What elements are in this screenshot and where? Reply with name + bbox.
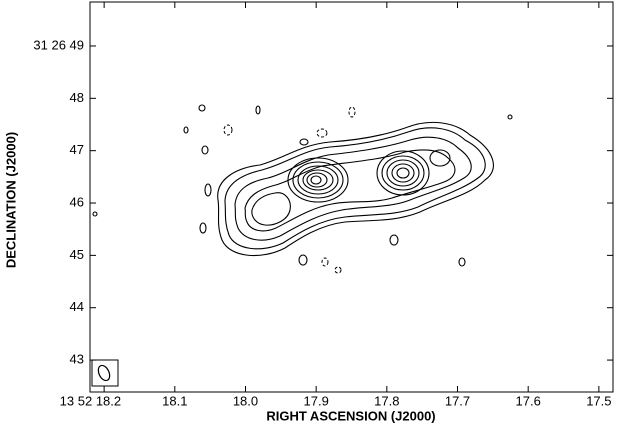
x-axis-title: RIGHT ASCENSION (J2000) bbox=[266, 408, 435, 423]
contour bbox=[198, 104, 206, 112]
contour bbox=[204, 183, 212, 197]
contour bbox=[217, 121, 494, 257]
negative-contour bbox=[321, 257, 329, 267]
y-tick-label: 46 bbox=[70, 194, 84, 209]
x-tick-label: 17.5 bbox=[586, 393, 611, 408]
contour bbox=[199, 222, 207, 234]
contour bbox=[244, 149, 456, 232]
plot-frame bbox=[89, 1, 614, 393]
negative-contour bbox=[348, 106, 356, 118]
contour bbox=[458, 257, 466, 267]
contour bbox=[255, 105, 261, 115]
x-tick-label: 17.7 bbox=[445, 393, 470, 408]
x-tick-label: 13 52 18.2 bbox=[60, 393, 121, 408]
y-tick-label: 43 bbox=[70, 352, 84, 367]
y-tick-label: 31 26 49 bbox=[33, 37, 84, 52]
contour bbox=[310, 175, 322, 185]
contour bbox=[251, 192, 291, 226]
contour bbox=[201, 145, 209, 155]
contour bbox=[92, 211, 98, 217]
contour bbox=[234, 136, 472, 241]
negative-contour bbox=[223, 124, 233, 136]
contour bbox=[396, 167, 410, 179]
contour bbox=[299, 138, 309, 146]
y-tick-label: 44 bbox=[70, 299, 84, 314]
contour bbox=[391, 163, 415, 183]
contour bbox=[386, 159, 420, 187]
contour bbox=[183, 126, 189, 134]
negative-contour bbox=[334, 266, 342, 274]
x-tick-label: 17.9 bbox=[304, 393, 329, 408]
x-tick-label: 17.8 bbox=[374, 393, 399, 408]
contour bbox=[302, 169, 334, 191]
contour bbox=[298, 254, 308, 266]
contour bbox=[429, 149, 451, 167]
beam-box bbox=[91, 359, 119, 387]
contour bbox=[287, 157, 349, 203]
negative-contour bbox=[316, 128, 328, 138]
contour bbox=[292, 161, 344, 199]
y-tick-label: 48 bbox=[70, 90, 84, 105]
x-tick-label: 18.1 bbox=[162, 393, 187, 408]
contour bbox=[376, 150, 430, 196]
beam bbox=[97, 364, 111, 382]
x-tick-label: 18.0 bbox=[233, 393, 258, 408]
y-tick-label: 47 bbox=[70, 142, 84, 157]
y-axis-title: DECLINATION (J2000) bbox=[3, 132, 18, 268]
contour bbox=[507, 114, 513, 120]
contour bbox=[297, 165, 339, 195]
contour bbox=[224, 127, 486, 250]
contour bbox=[381, 155, 425, 191]
y-tick-label: 45 bbox=[70, 247, 84, 262]
contour bbox=[306, 172, 328, 188]
x-tick-label: 17.6 bbox=[516, 393, 541, 408]
contour bbox=[389, 234, 399, 246]
contour-map bbox=[92, 104, 513, 274]
